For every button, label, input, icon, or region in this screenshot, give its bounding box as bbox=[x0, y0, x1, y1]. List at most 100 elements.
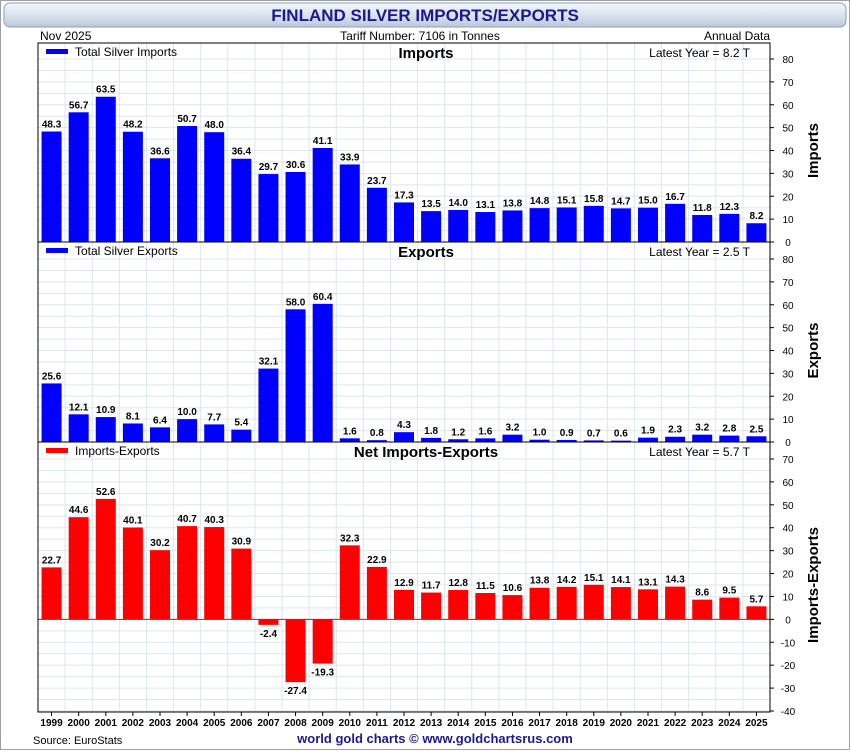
imports-bar bbox=[421, 211, 442, 242]
net-bar-label: 40.1 bbox=[123, 515, 143, 526]
exports-axis-title: Exports bbox=[805, 323, 822, 379]
net-bar bbox=[556, 586, 577, 620]
imports-bar-label: 17.3 bbox=[394, 190, 414, 201]
x-tick-label: 2008 bbox=[284, 718, 307, 729]
imports-bar-label: 14.8 bbox=[530, 196, 550, 207]
exports-bar-label: 1.6 bbox=[478, 426, 492, 437]
frequency-label: Annual Data bbox=[704, 29, 770, 43]
net-bar bbox=[421, 592, 442, 620]
imports-bar bbox=[529, 208, 550, 242]
net-bar-label: 30.2 bbox=[150, 538, 170, 549]
imports-bar bbox=[177, 126, 198, 242]
imports-legend-swatch bbox=[46, 49, 68, 54]
exports-ytick-label: 0 bbox=[785, 438, 791, 449]
exports-bar bbox=[339, 438, 360, 442]
exports-bar-label: 1.2 bbox=[451, 427, 465, 438]
x-tick-label: 2023 bbox=[691, 718, 714, 729]
net-bar-label: 52.6 bbox=[96, 487, 116, 498]
net-ytick-label: 60 bbox=[782, 478, 794, 489]
exports-ytick-label: 30 bbox=[782, 369, 794, 380]
exports-bar-label: 58.0 bbox=[286, 297, 306, 308]
net-bar-label: 14.3 bbox=[665, 575, 685, 586]
net-bar bbox=[258, 619, 279, 625]
imports-bar-label: 63.5 bbox=[96, 85, 116, 96]
imports-bar-label: 15.1 bbox=[557, 195, 577, 206]
net-ytick-label: 0 bbox=[785, 615, 791, 626]
net-bar-label: 14.1 bbox=[611, 575, 631, 586]
net-ytick-label: -40 bbox=[781, 707, 796, 718]
imports-bar bbox=[719, 213, 740, 242]
exports-bar bbox=[258, 368, 279, 442]
exports-bar-label: 1.6 bbox=[343, 426, 357, 437]
exports-bar bbox=[719, 435, 740, 442]
panel-exports: 25.6 12.1 10.9 8.1 6.4 10.0 7.7 5.4 32.1 58.0 60.4… bbox=[37, 241, 822, 449]
imports-bar bbox=[312, 147, 333, 242]
exports-bar bbox=[583, 440, 604, 442]
x-axis-labels: 1999 2000 2001 2002 2003 2004 2005 2006 2007 2008… bbox=[40, 712, 768, 729]
x-tick-label: 2021 bbox=[637, 718, 660, 729]
net-bar bbox=[231, 548, 252, 620]
exports-bar bbox=[529, 439, 550, 442]
exports-bar bbox=[231, 429, 252, 442]
net-bar bbox=[339, 545, 360, 620]
exports-bar-label: 10.9 bbox=[96, 405, 116, 416]
x-tick-label: 2003 bbox=[149, 718, 172, 729]
net-bar-label: 11.5 bbox=[476, 581, 495, 592]
exports-panel-title: Exports bbox=[398, 244, 454, 261]
imports-bar bbox=[448, 209, 469, 242]
exports-ytick-label: 60 bbox=[782, 301, 794, 312]
chart-panels: 48.3 56.7 63.5 48.2 36.6 50.7 48.0 36.4 29.7 30.6… bbox=[37, 42, 822, 718]
x-tick-label: 2005 bbox=[203, 718, 226, 729]
exports-bar-label: 1.8 bbox=[424, 426, 438, 437]
imports-bar-label: 13.5 bbox=[421, 199, 441, 210]
exports-bar bbox=[150, 427, 170, 442]
exports-bar-label: 32.1 bbox=[259, 357, 279, 368]
net-bar bbox=[448, 590, 469, 620]
exports-bar bbox=[204, 424, 225, 442]
exports-bar-label: 1.9 bbox=[641, 426, 655, 437]
net-bar-label: -19.3 bbox=[311, 668, 334, 679]
exports-bar bbox=[556, 439, 577, 442]
exports-bar-label: 25.6 bbox=[42, 371, 62, 382]
imports-bar bbox=[285, 172, 306, 242]
imports-bar-label: 8.2 bbox=[749, 211, 763, 222]
x-tick-label: 2007 bbox=[257, 718, 280, 729]
x-tick-label: 2010 bbox=[339, 718, 362, 729]
x-tick-label: 2020 bbox=[610, 718, 633, 729]
net-bar bbox=[150, 550, 170, 620]
exports-bar-label: 3.2 bbox=[695, 423, 709, 434]
net-bar bbox=[610, 587, 631, 620]
exports-bar-label: 0.7 bbox=[587, 428, 601, 439]
exports-bar bbox=[665, 436, 686, 442]
exports-bar bbox=[475, 438, 496, 442]
imports-bar-label: 12.3 bbox=[720, 202, 740, 213]
net-legend-swatch bbox=[46, 448, 68, 453]
imports-panel-title: Imports bbox=[398, 45, 453, 62]
imports-bar bbox=[746, 223, 767, 242]
imports-bar bbox=[502, 210, 523, 242]
imports-bar bbox=[692, 215, 713, 242]
imports-bar bbox=[150, 158, 170, 242]
net-latest-label: Latest Year = 5.7 T bbox=[649, 445, 751, 459]
panel-imports: 48.3 56.7 63.5 48.2 36.6 50.7 48.0 36.4 29.7 30.6… bbox=[37, 42, 822, 249]
exports-bar-label: 4.3 bbox=[397, 420, 411, 431]
exports-bar-label: 10.0 bbox=[177, 407, 197, 418]
exports-bar bbox=[610, 440, 631, 442]
exports-bar bbox=[285, 309, 306, 442]
net-bar bbox=[529, 587, 550, 620]
imports-bar bbox=[231, 158, 252, 242]
exports-legend-swatch bbox=[46, 248, 68, 253]
chart-title: FINLAND SILVER IMPORTS/EXPORTS bbox=[271, 6, 579, 25]
net-bar bbox=[41, 567, 62, 620]
net-ytick-label: 20 bbox=[782, 570, 794, 581]
exports-bar-label: 2.5 bbox=[749, 424, 763, 435]
x-tick-label: 2015 bbox=[474, 718, 497, 729]
source-label: Source: EuroStats bbox=[33, 735, 123, 747]
imports-bar bbox=[556, 207, 577, 242]
imports-bar bbox=[610, 208, 631, 242]
imports-ytick-label: 60 bbox=[782, 101, 794, 112]
x-tick-label: 2022 bbox=[664, 718, 687, 729]
imports-bar bbox=[583, 205, 604, 242]
net-bar-label: 13.1 bbox=[638, 577, 658, 588]
title-banner bbox=[3, 2, 847, 28]
